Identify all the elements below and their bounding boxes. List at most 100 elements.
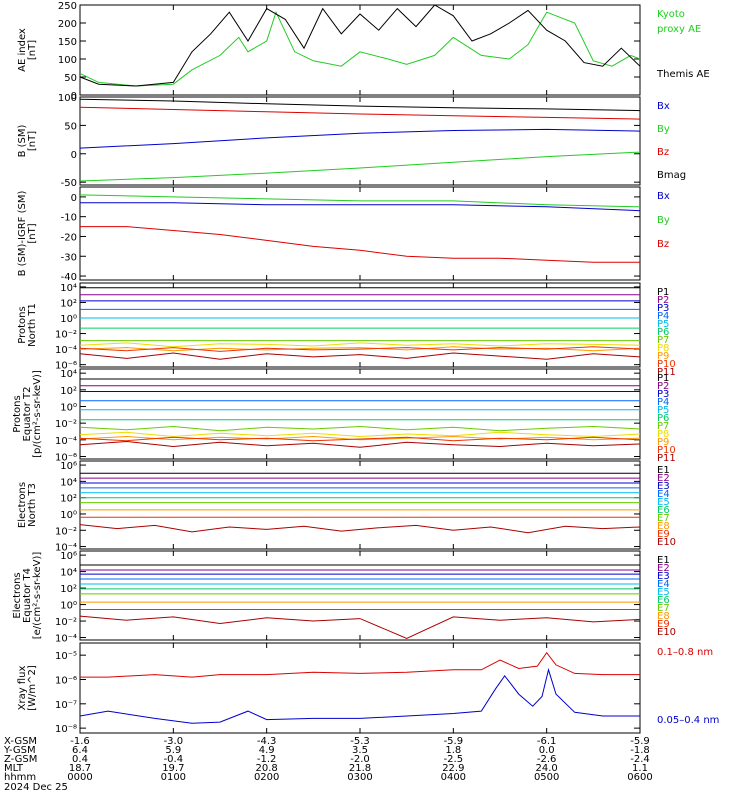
bottom-axis-value: -2.0 [350, 754, 370, 765]
bottom-axis-value: -0.4 [164, 754, 184, 765]
y-tick-label: -40 [61, 272, 77, 283]
y-axis-label: B (SM)-IGRF (SM) [17, 191, 28, 277]
panel-8: 10⁻⁸ 10⁻⁷ 10⁻⁶ 10⁻⁵ Xray flux [W/m^2] 0.1–0.8 … [17, 642, 719, 735]
legend-entry: E2 [657, 473, 670, 484]
series-p9 [79, 346, 641, 352]
panel-frame [79, 4, 641, 96]
y-tick-label: 10⁻⁶ [55, 453, 77, 464]
y-tick-label: 10⁰ [60, 510, 77, 521]
y-tick-label: 50 [64, 73, 77, 84]
bottom-axis-value: 4.9 [259, 745, 275, 756]
y-tick-label: 50 [64, 121, 77, 132]
legend-entry: E10 [657, 537, 676, 548]
legend-entry: P8 [657, 343, 669, 354]
series-by [79, 194, 641, 208]
bottom-axis-value: 0600 [627, 772, 652, 783]
legend-entry: By [657, 124, 670, 135]
panel-2: -50 0 50 100 B (SM) [nT] Bx By Bz Bmag [17, 93, 686, 189]
bottom-axis-value: -5.3 [350, 736, 370, 747]
bottom-axis-value: -2.5 [444, 754, 464, 765]
y-axis-label: [W/m^2] [27, 665, 38, 711]
y-tick-label: 10⁴ [60, 369, 77, 380]
y-tick-label: 10⁻⁴ [55, 634, 77, 645]
bottom-axis-value: -2.6 [537, 754, 557, 765]
y-tick-label: 10⁻⁵ [55, 651, 77, 662]
y-tick-label: 10⁻² [55, 526, 77, 537]
bottom-axis-value: 0500 [534, 772, 559, 783]
bottom-axis-value: 18.7 [69, 763, 91, 774]
panel-1: 0 50 100 150 200 250 AE index [nT] Kyoto proxy AE… [17, 1, 710, 102]
legend-entry: E4 [657, 489, 670, 500]
legend-entry: P5 [657, 405, 669, 416]
bottom-row-label: Z-GSM [4, 754, 37, 765]
series-bx [80, 202, 641, 212]
bottom-row-label: X-GSM [4, 736, 37, 747]
legend-entry: E1 [657, 465, 670, 476]
series-bz [79, 106, 641, 120]
legend-entry: E3 [657, 481, 670, 492]
panel-5: 10⁻⁶ 10⁻⁴ 10⁻² 10⁰ 10² 10⁴ Protons Equator T2 [p… [12, 368, 676, 464]
y-tick-label: -30 [61, 252, 77, 263]
y-axis-label: [nT] [27, 131, 38, 151]
y-axis-label: B (SM) [17, 124, 28, 157]
legend-entry: P8 [657, 429, 669, 440]
y-axis-label: [nT] [27, 223, 38, 243]
y-tick-label: 10⁰ [60, 403, 77, 414]
legend-entry: P6 [657, 327, 669, 338]
bottom-row-label: 2024 Dec 25 [4, 782, 68, 793]
panel-frame [79, 460, 641, 550]
y-tick-label: 10⁴ [60, 283, 77, 294]
bottom-axis-value: 0.4 [72, 754, 88, 765]
y-tick-label: 200 [58, 19, 77, 30]
y-tick-label: 10² [60, 584, 77, 595]
legend-entry: P10 [657, 445, 676, 456]
y-axis-label: North T3 [27, 483, 38, 527]
series-p8 [79, 342, 641, 348]
legend-entry: P7 [657, 421, 669, 432]
bottom-axis-value: 0200 [254, 772, 279, 783]
y-tick-label: 10² [60, 494, 77, 505]
legend-entry: E9 [657, 619, 670, 630]
y-axis-label: Equator T2 [22, 387, 33, 442]
bottom-axis-value: -1.2 [257, 754, 277, 765]
y-tick-label: 10⁻⁶ [55, 361, 77, 372]
legend-entry: P3 [657, 303, 669, 314]
y-tick-label: 10² [60, 298, 77, 309]
bottom-axis-value: 19.7 [162, 763, 184, 774]
legend-entry: P2 [657, 381, 669, 392]
panel-7: 10⁻⁴ 10⁻² 10⁰ 10² 10⁴ 10⁶ Electrons Equator T4[… [12, 550, 676, 645]
legend-entry: P6 [657, 413, 669, 424]
legend-entry: P4 [657, 311, 669, 322]
series-e10 [79, 524, 641, 534]
series-p7 [79, 425, 641, 432]
y-tick-label: 100 [58, 93, 77, 104]
panel-4: 10⁻⁶ 10⁻⁴ 10⁻² 10⁰ 10² 10⁴ Protons North T1 P1P2… [17, 282, 676, 378]
bottom-axis-value: 20.8 [256, 763, 278, 774]
y-tick-label: -50 [61, 178, 77, 189]
legend-entry: P1 [657, 373, 669, 384]
y-axis-label: AE index [17, 28, 28, 72]
series-by [79, 151, 641, 182]
legend-entry: E5 [657, 497, 670, 508]
series-bmag [79, 98, 641, 112]
legend-entry: 0.05–0.4 nm [657, 715, 719, 726]
legend-entry: E3 [657, 571, 670, 582]
y-tick-label: 250 [58, 1, 77, 12]
series-p9 [79, 435, 641, 441]
y-axis-label: [e/(cm²-s-sr-keV)] [32, 552, 43, 640]
bottom-axis-value: -6.1 [537, 736, 557, 747]
y-tick-label: 0 [71, 193, 77, 204]
series-0-1-0-8-nm [80, 651, 640, 678]
bottom-axis-value: 0300 [347, 772, 372, 783]
y-tick-label: 10⁻⁷ [55, 700, 77, 711]
legend-entry: P5 [657, 319, 669, 330]
legend-entry: Kyoto [657, 9, 685, 20]
y-tick-label: 150 [58, 37, 77, 48]
legend-entry: E1 [657, 555, 670, 566]
series-themis-ae [79, 4, 641, 87]
legend-entry: E7 [657, 513, 670, 524]
legend-entry: E8 [657, 521, 670, 532]
y-axis-label: Electrons [17, 482, 28, 528]
bottom-axis-value: 24.0 [536, 763, 558, 774]
